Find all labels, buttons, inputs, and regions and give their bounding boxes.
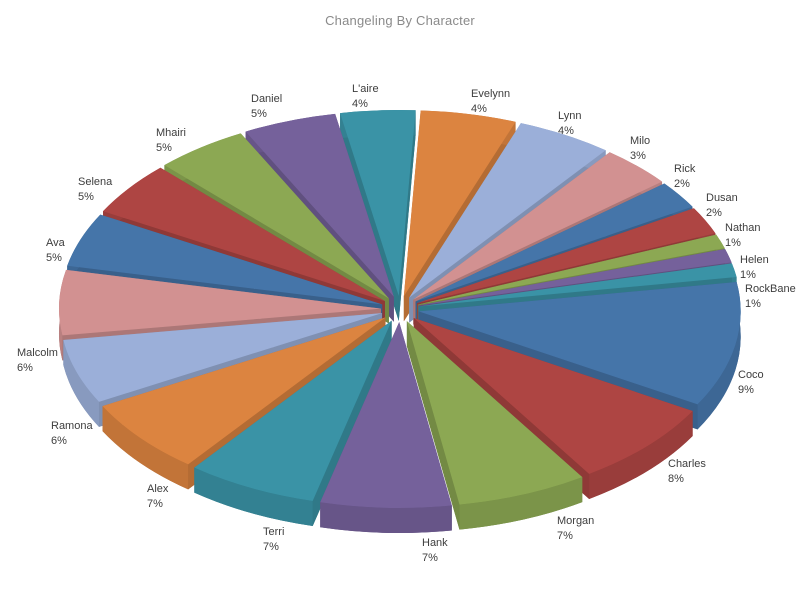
slice-name: Selena bbox=[78, 176, 113, 188]
slice-percent: 2% bbox=[674, 178, 690, 190]
slice-name: Malcolm bbox=[17, 347, 58, 359]
slice-face bbox=[102, 406, 189, 490]
slice-label-nathan: Nathan 1% bbox=[725, 221, 760, 251]
slice-percent: 1% bbox=[725, 237, 741, 249]
slice-percent: 7% bbox=[147, 498, 163, 510]
slice-percent: 5% bbox=[78, 191, 94, 203]
slice-name: Hank bbox=[422, 537, 448, 549]
slice-label-daniel: Daniel 5% bbox=[251, 92, 282, 122]
slice-face bbox=[102, 317, 386, 465]
slice-percent: 3% bbox=[630, 150, 646, 162]
slice-face bbox=[59, 269, 382, 336]
slice-face bbox=[398, 110, 416, 322]
slice-percent: 7% bbox=[422, 552, 438, 564]
slice-name: Evelynn bbox=[471, 88, 511, 100]
slice-name: Nathan bbox=[725, 222, 761, 234]
slice-label-lynn: Lynn 4% bbox=[558, 109, 581, 139]
slice-name: RockBane bbox=[745, 283, 796, 295]
slice-name: Ramona bbox=[51, 420, 93, 432]
slice-label-ava: Ava 5% bbox=[46, 236, 65, 266]
slice-face bbox=[67, 214, 383, 305]
pie-slice-hank bbox=[320, 321, 452, 533]
slice-label-mhairi: Mhairi 5% bbox=[156, 126, 186, 156]
pie-slice-morgan bbox=[406, 321, 583, 530]
slice-percent: 6% bbox=[51, 435, 67, 447]
slice-face bbox=[415, 183, 693, 302]
slice-face bbox=[418, 248, 732, 306]
slice-name: Milo bbox=[630, 135, 651, 147]
slice-face bbox=[417, 208, 716, 304]
slice-name: Morgan bbox=[557, 515, 595, 527]
slice-percent: 4% bbox=[558, 125, 574, 137]
slice-name: Daniel bbox=[251, 93, 283, 105]
slice-face bbox=[418, 281, 741, 405]
slice-face bbox=[320, 502, 452, 533]
slice-percent: 9% bbox=[738, 384, 754, 396]
slice-percent: 5% bbox=[156, 142, 172, 154]
slice-label-coco: Coco 9% bbox=[738, 368, 764, 398]
slice-percent: 5% bbox=[46, 252, 62, 264]
slice-face bbox=[340, 110, 416, 297]
slice-percent: 5% bbox=[251, 108, 267, 120]
slice-label-evelynn: Evelynn 4% bbox=[471, 87, 510, 117]
slice-face bbox=[194, 467, 313, 526]
slice-face bbox=[409, 123, 606, 298]
slice-name: Terri bbox=[263, 526, 285, 538]
slice-percent: 2% bbox=[706, 207, 722, 219]
slice-label-alex: Alex 7% bbox=[147, 482, 168, 512]
slice-percent: 7% bbox=[263, 541, 279, 553]
slice-label-rick: Rick 2% bbox=[674, 162, 695, 192]
slice-label-dusan: Dusan 2% bbox=[706, 191, 738, 221]
slice-label-helen: Helen 1% bbox=[740, 253, 769, 283]
pie-slice-terri bbox=[194, 320, 392, 526]
slice-percent: 4% bbox=[352, 98, 368, 110]
slice-face bbox=[164, 133, 389, 299]
slice-face bbox=[406, 321, 460, 530]
slice-percent: 1% bbox=[740, 269, 756, 281]
slice-name: Helen bbox=[740, 254, 769, 266]
slice-percent: 7% bbox=[557, 530, 573, 542]
slice-face bbox=[103, 167, 385, 302]
slice-face bbox=[697, 281, 741, 430]
slice-face bbox=[413, 317, 693, 474]
slice-label-morgan: Morgan 7% bbox=[557, 514, 594, 544]
slice-name: Rick bbox=[674, 163, 696, 175]
slice-face bbox=[406, 321, 583, 505]
slice-name: Charles bbox=[668, 458, 706, 470]
slice-face bbox=[413, 152, 663, 300]
slice-face bbox=[194, 320, 392, 501]
slice-name: Ava bbox=[46, 237, 65, 249]
slice-face bbox=[403, 110, 516, 297]
slice-face bbox=[459, 477, 583, 530]
slice-name: Alex bbox=[147, 483, 169, 495]
slice-label-malcolm: Malcolm 6% bbox=[17, 346, 58, 376]
slice-face bbox=[245, 113, 394, 297]
slice-label-l-aire: L'aire 4% bbox=[352, 82, 379, 112]
slice-face bbox=[63, 339, 99, 427]
slice-name: Lynn bbox=[558, 110, 582, 122]
slice-label-rockbane: RockBane 1% bbox=[745, 282, 796, 312]
slice-label-ramona: Ramona 6% bbox=[51, 419, 93, 449]
slice-percent: 1% bbox=[745, 298, 761, 310]
chart-title: Changeling By Character bbox=[325, 13, 475, 28]
slice-label-milo: Milo 3% bbox=[630, 134, 650, 164]
slice-label-charles: Charles 8% bbox=[668, 457, 706, 487]
slice-face bbox=[418, 263, 737, 307]
slice-percent: 6% bbox=[17, 362, 33, 374]
slice-face bbox=[63, 313, 382, 402]
slice-name: Dusan bbox=[706, 192, 738, 204]
slice-label-selena: Selena 5% bbox=[78, 175, 112, 205]
slice-face bbox=[589, 410, 693, 499]
slice-name: Coco bbox=[738, 369, 764, 381]
slice-face bbox=[320, 321, 452, 508]
slice-name: Mhairi bbox=[156, 127, 186, 139]
slice-face bbox=[417, 234, 725, 305]
slice-percent: 4% bbox=[471, 103, 487, 115]
slice-percent: 8% bbox=[668, 473, 684, 485]
slice-label-terri: Terri 7% bbox=[263, 525, 284, 555]
slice-name: L'aire bbox=[352, 83, 379, 95]
slice-label-hank: Hank 7% bbox=[422, 536, 448, 566]
